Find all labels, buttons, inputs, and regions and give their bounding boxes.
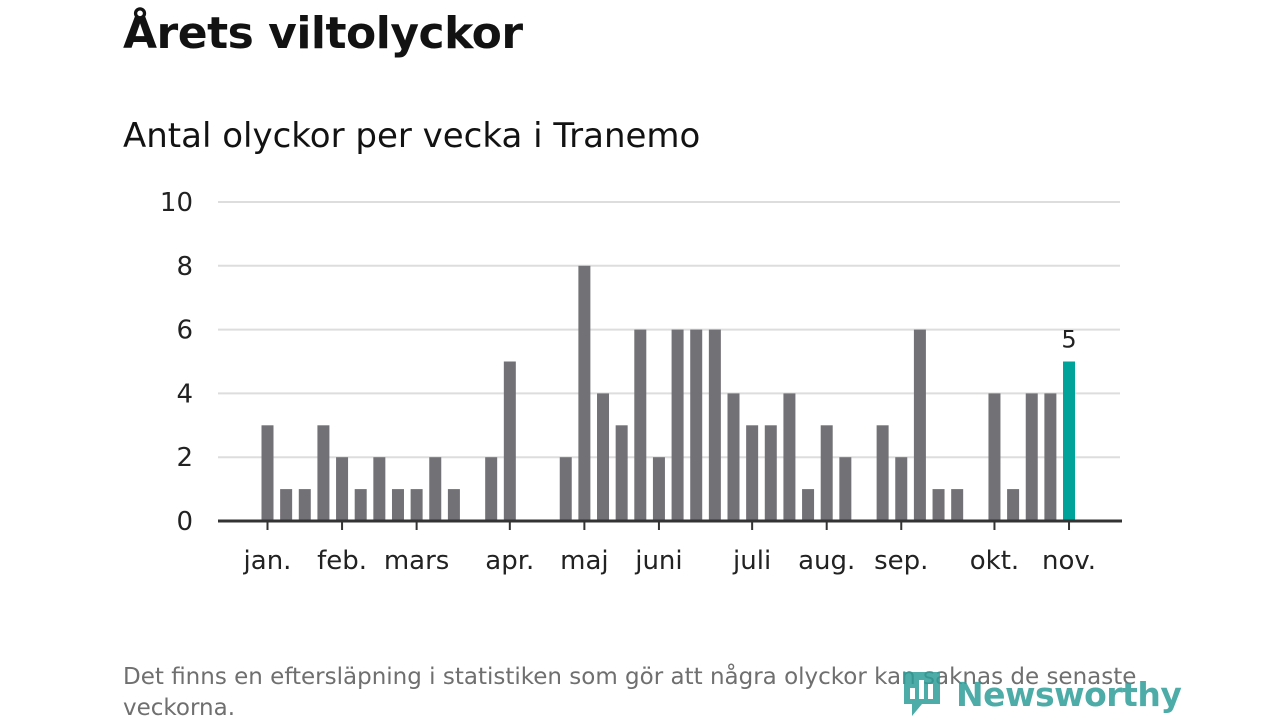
bar (261, 425, 274, 521)
bar (298, 489, 311, 521)
bars (261, 265, 1076, 521)
bar (783, 393, 796, 521)
bar (913, 329, 926, 521)
bar (727, 393, 740, 521)
bar (317, 425, 330, 521)
x-axis (218, 519, 1122, 530)
x-tick-label: mars (384, 546, 450, 576)
bar (429, 457, 442, 521)
bar (820, 425, 833, 521)
y-tick-label: 10 (160, 188, 193, 218)
bar (391, 489, 404, 521)
x-tick-label: feb. (317, 546, 367, 576)
bar (615, 425, 628, 521)
bar (652, 457, 665, 521)
chart-title: Årets viltolyckor (123, 8, 523, 59)
bar (802, 489, 815, 521)
bar (708, 329, 721, 521)
bar (746, 425, 759, 521)
bar (447, 489, 460, 521)
bar (764, 425, 777, 521)
labels: 0 2 4 6 8 10 5 jan. feb. mars apr. maj juni juli aug. s… (160, 188, 1096, 576)
bar (1044, 393, 1057, 521)
x-tick-label: nov. (1042, 546, 1096, 576)
bar (839, 457, 852, 521)
bar (671, 329, 684, 521)
chart-subtitle: Antal olyckor per vecka i Tranemo (123, 116, 701, 156)
bar (559, 457, 572, 521)
x-tick-label: jan. (243, 546, 292, 576)
x-tick-label: aug. (798, 546, 855, 576)
grid-lines (218, 201, 1120, 459)
x-tick-label: sep. (874, 546, 928, 576)
x-tick-label: maj (560, 546, 608, 576)
x-tick-label: okt. (970, 546, 1019, 576)
y-tick-label: 6 (176, 316, 193, 346)
y-tick-label: 2 (176, 443, 193, 473)
data-label: 5 (1061, 326, 1076, 354)
bar (951, 489, 964, 521)
bar (503, 361, 516, 521)
bar (280, 489, 293, 521)
footnote: Det finns en eftersläpning i statistiken… (123, 664, 1137, 721)
x-tick-label: juni (634, 546, 682, 576)
newsworthy-logo[interactable]: Newsworthy (900, 668, 1182, 720)
bar (988, 393, 1001, 521)
bar (354, 489, 367, 521)
bar (373, 457, 386, 521)
bar (932, 489, 945, 521)
logo-text: Newsworthy (956, 674, 1182, 714)
bar (410, 489, 423, 521)
bar (485, 457, 498, 521)
bar (597, 393, 610, 521)
bar-highlight (1063, 361, 1076, 521)
bar (1025, 393, 1038, 521)
bar (578, 265, 591, 521)
bar (336, 457, 349, 521)
x-tick-label: juli (732, 546, 771, 576)
bar (876, 425, 889, 521)
bar (690, 329, 703, 521)
y-tick-label: 8 (176, 252, 193, 282)
bar (895, 457, 908, 521)
bar (634, 329, 647, 521)
bar-chart: 0 2 4 6 8 10 5 jan. feb. mars apr. maj juni juli aug. s… (160, 188, 1122, 576)
newsworthy-logo-icon (904, 672, 940, 716)
x-tick-label: apr. (485, 546, 534, 576)
y-tick-label: 4 (176, 379, 193, 409)
bar (1007, 489, 1020, 521)
y-tick-label: 0 (176, 507, 193, 537)
